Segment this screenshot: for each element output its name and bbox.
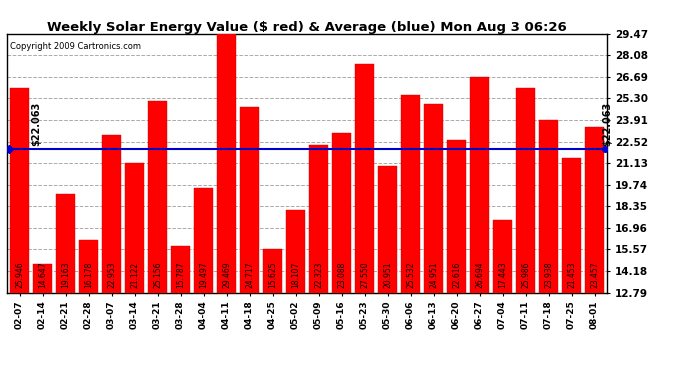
Bar (401, 95, 420, 375)
Text: 24.951: 24.951 (429, 261, 438, 288)
Text: 23.088: 23.088 (337, 261, 346, 288)
Text: 22.953: 22.953 (107, 261, 116, 288)
Bar (263, 249, 282, 375)
Text: 21.122: 21.122 (130, 262, 139, 288)
Bar (171, 246, 190, 375)
Text: 17.443: 17.443 (498, 261, 507, 288)
Text: 23.457: 23.457 (590, 261, 599, 288)
Bar (447, 140, 466, 375)
Bar (585, 127, 604, 375)
Bar (424, 104, 443, 375)
Title: Weekly Solar Energy Value ($ red) & Average (blue) Mon Aug 3 06:26: Weekly Solar Energy Value ($ red) & Aver… (47, 21, 567, 34)
Text: Copyright 2009 Cartronics.com: Copyright 2009 Cartronics.com (10, 42, 141, 51)
Text: 25.946: 25.946 (15, 261, 24, 288)
Text: 23.938: 23.938 (544, 261, 553, 288)
Bar (148, 100, 167, 375)
Text: 27.550: 27.550 (360, 261, 369, 288)
Text: 19.163: 19.163 (61, 261, 70, 288)
Bar (493, 220, 512, 375)
Bar (194, 189, 213, 375)
Text: 15.787: 15.787 (176, 261, 185, 288)
Text: 26.694: 26.694 (475, 261, 484, 288)
Bar (562, 158, 581, 375)
Text: 29.469: 29.469 (222, 261, 231, 288)
Text: 20.951: 20.951 (383, 261, 392, 288)
Bar (33, 264, 52, 375)
Text: $22.063: $22.063 (602, 102, 613, 146)
Bar (79, 240, 99, 375)
Text: 15.625: 15.625 (268, 261, 277, 288)
Bar (515, 88, 535, 375)
Bar (102, 135, 121, 375)
Bar (125, 163, 144, 375)
Text: 25.156: 25.156 (153, 261, 162, 288)
Bar (286, 210, 305, 375)
Text: 19.497: 19.497 (199, 261, 208, 288)
Text: 22.323: 22.323 (314, 261, 323, 288)
Text: 22.616: 22.616 (452, 261, 461, 288)
Bar (470, 77, 489, 375)
Bar (217, 34, 236, 375)
Text: 16.178: 16.178 (84, 261, 93, 288)
Text: 14.647: 14.647 (38, 261, 47, 288)
Bar (539, 120, 558, 375)
Text: 25.986: 25.986 (521, 261, 530, 288)
Bar (355, 63, 374, 375)
Text: 18.107: 18.107 (291, 261, 300, 288)
Text: $22.063: $22.063 (31, 102, 41, 146)
Bar (10, 88, 29, 375)
Bar (308, 145, 328, 375)
Text: 24.717: 24.717 (245, 261, 254, 288)
Text: 25.532: 25.532 (406, 261, 415, 288)
Bar (240, 108, 259, 375)
Bar (56, 194, 75, 375)
Bar (378, 166, 397, 375)
Text: 21.453: 21.453 (567, 261, 576, 288)
Bar (332, 133, 351, 375)
